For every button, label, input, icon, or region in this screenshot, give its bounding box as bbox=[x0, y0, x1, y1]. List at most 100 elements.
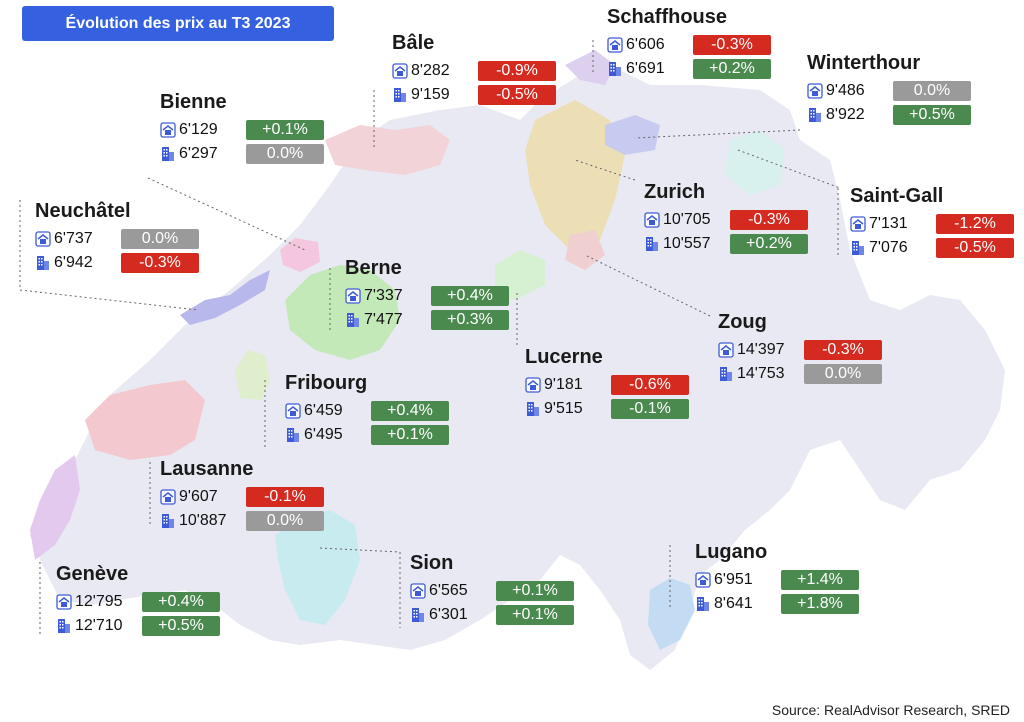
city-neuchatel: Neuchâtel 6'737 0.0% 6'942 -0.3% bbox=[35, 200, 203, 274]
house-icon bbox=[35, 231, 51, 247]
apartment-building-icon bbox=[285, 427, 301, 443]
house-price-row: 7'131 -1.2% bbox=[850, 213, 1018, 235]
apartment-price: 6'942 bbox=[54, 254, 93, 271]
house-price-row: 6'737 0.0% bbox=[35, 228, 203, 250]
apartment-change-badge: +0.1% bbox=[371, 425, 449, 445]
apartment-building-icon bbox=[695, 596, 711, 612]
house-price: 6'737 bbox=[54, 230, 93, 247]
city-sion: Sion 6'565 +0.1% 6'301 +0.1% bbox=[410, 552, 578, 626]
apartment-building-icon bbox=[392, 87, 408, 103]
city-zoug: Zoug 14'397 -0.3% 14'753 0.0% bbox=[718, 311, 886, 385]
house-price: 9'607 bbox=[179, 488, 218, 505]
house-price-row: 7'337 +0.4% bbox=[345, 285, 513, 307]
apartment-change-badge: +1.8% bbox=[781, 594, 859, 614]
city-name: Winterthour bbox=[807, 52, 921, 74]
house-price: 6'565 bbox=[429, 582, 468, 599]
house-price-row: 6'565 +0.1% bbox=[410, 580, 578, 602]
apartment-change-badge: +0.5% bbox=[893, 105, 971, 125]
city-name: Saint-Gall bbox=[850, 185, 944, 207]
house-icon bbox=[850, 216, 866, 232]
apartment-price-row: 9'515 -0.1% bbox=[525, 398, 693, 420]
apartment-building-icon bbox=[644, 236, 660, 252]
apartment-building-icon bbox=[35, 255, 51, 271]
house-icon bbox=[644, 212, 660, 228]
city-lucerne: Lucerne 9'181 -0.6% 9'515 -0.1% bbox=[525, 346, 693, 420]
house-icon bbox=[392, 63, 408, 79]
region-saint-gall bbox=[725, 130, 785, 195]
house-price: 6'129 bbox=[179, 121, 218, 138]
city-bale: Bâle 8'282 -0.9% 9'159 -0.5% bbox=[392, 32, 560, 106]
apartment-price-row: 6'691 +0.2% bbox=[607, 58, 775, 80]
apartment-price-row: 8'922 +0.5% bbox=[807, 104, 975, 126]
region-zurich bbox=[525, 100, 625, 250]
city-berne: Berne 7'337 +0.4% 7'477 +0.3% bbox=[345, 257, 513, 331]
house-change-badge: +0.1% bbox=[496, 581, 574, 601]
city-schaffhouse: Schaffhouse 6'606 -0.3% 6'691 +0.2% bbox=[607, 6, 775, 80]
city-bienne: Bienne 6'129 +0.1% 6'297 0.0% bbox=[160, 91, 328, 165]
house-icon bbox=[695, 572, 711, 588]
apartment-change-badge: -0.5% bbox=[936, 238, 1014, 258]
city-name: Lausanne bbox=[160, 458, 254, 480]
apartment-price: 9'515 bbox=[544, 400, 583, 417]
house-price-row: 12'795 +0.4% bbox=[56, 591, 224, 613]
house-change-badge: -0.1% bbox=[246, 487, 324, 507]
apartment-price: 10'557 bbox=[663, 235, 711, 252]
city-name: Neuchâtel bbox=[35, 200, 131, 222]
city-name: Lugano bbox=[695, 541, 768, 563]
apartment-price-row: 8'641 +1.8% bbox=[695, 593, 863, 615]
apartment-change-badge: +0.3% bbox=[431, 310, 509, 330]
city-name: Zurich bbox=[644, 181, 706, 203]
apartment-price-row: 7'076 -0.5% bbox=[850, 237, 1018, 259]
house-icon bbox=[56, 594, 72, 610]
region-schaffhouse bbox=[565, 50, 615, 85]
city-name: Fribourg bbox=[285, 372, 368, 394]
apartment-change-badge: +0.5% bbox=[142, 616, 220, 636]
house-change-badge: +0.1% bbox=[246, 120, 324, 140]
house-change-badge: +0.4% bbox=[431, 286, 509, 306]
apartment-price: 6'301 bbox=[429, 606, 468, 623]
apartment-price: 7'076 bbox=[869, 239, 908, 256]
house-icon bbox=[345, 288, 361, 304]
region-zoug bbox=[565, 230, 605, 270]
house-change-badge: -0.3% bbox=[804, 340, 882, 360]
house-icon bbox=[718, 342, 734, 358]
house-price-row: 6'951 +1.4% bbox=[695, 569, 863, 591]
region-winterthour bbox=[605, 115, 660, 155]
apartment-building-icon bbox=[160, 146, 176, 162]
apartment-price: 10'887 bbox=[179, 512, 227, 529]
apartment-building-icon bbox=[607, 61, 623, 77]
apartment-price: 9'159 bbox=[411, 86, 450, 103]
city-saint-gall: Saint-Gall 7'131 -1.2% 7'076 -0.5% bbox=[850, 185, 1018, 259]
apartment-building-icon bbox=[345, 312, 361, 328]
house-change-badge: +0.4% bbox=[142, 592, 220, 612]
house-change-badge: +0.4% bbox=[371, 401, 449, 421]
house-price-row: 6'606 -0.3% bbox=[607, 34, 775, 56]
city-name: Berne bbox=[345, 257, 402, 279]
region-fribourg bbox=[235, 350, 270, 400]
apartment-change-badge: +0.2% bbox=[693, 59, 771, 79]
apartment-building-icon bbox=[718, 366, 734, 382]
house-change-badge: -1.2% bbox=[936, 214, 1014, 234]
house-price: 6'951 bbox=[714, 571, 753, 588]
house-price: 12'795 bbox=[75, 593, 123, 610]
house-price: 9'181 bbox=[544, 376, 583, 393]
house-icon bbox=[607, 37, 623, 53]
city-name: Schaffhouse bbox=[607, 6, 728, 28]
house-change-badge: -0.3% bbox=[730, 210, 808, 230]
apartment-change-badge: 0.0% bbox=[246, 144, 324, 164]
apartment-change-badge: +0.1% bbox=[496, 605, 574, 625]
house-price: 6'606 bbox=[626, 36, 665, 53]
region-bienne bbox=[280, 238, 320, 272]
house-price: 14'397 bbox=[737, 341, 785, 358]
apartment-price-row: 14'753 0.0% bbox=[718, 363, 886, 385]
house-change-badge: -0.6% bbox=[611, 375, 689, 395]
region-lugano bbox=[648, 578, 695, 650]
apartment-price-row: 6'942 -0.3% bbox=[35, 252, 203, 274]
house-price-row: 10'705 -0.3% bbox=[644, 209, 812, 231]
house-icon bbox=[160, 122, 176, 138]
city-geneve: Genève 12'795 +0.4% 12'710 +0.5% bbox=[56, 563, 224, 637]
house-price: 7'131 bbox=[869, 215, 908, 232]
city-name: Genève bbox=[56, 563, 129, 585]
city-fribourg: Fribourg 6'459 +0.4% 6'495 +0.1% bbox=[285, 372, 453, 446]
region-neuchatel bbox=[180, 270, 270, 325]
